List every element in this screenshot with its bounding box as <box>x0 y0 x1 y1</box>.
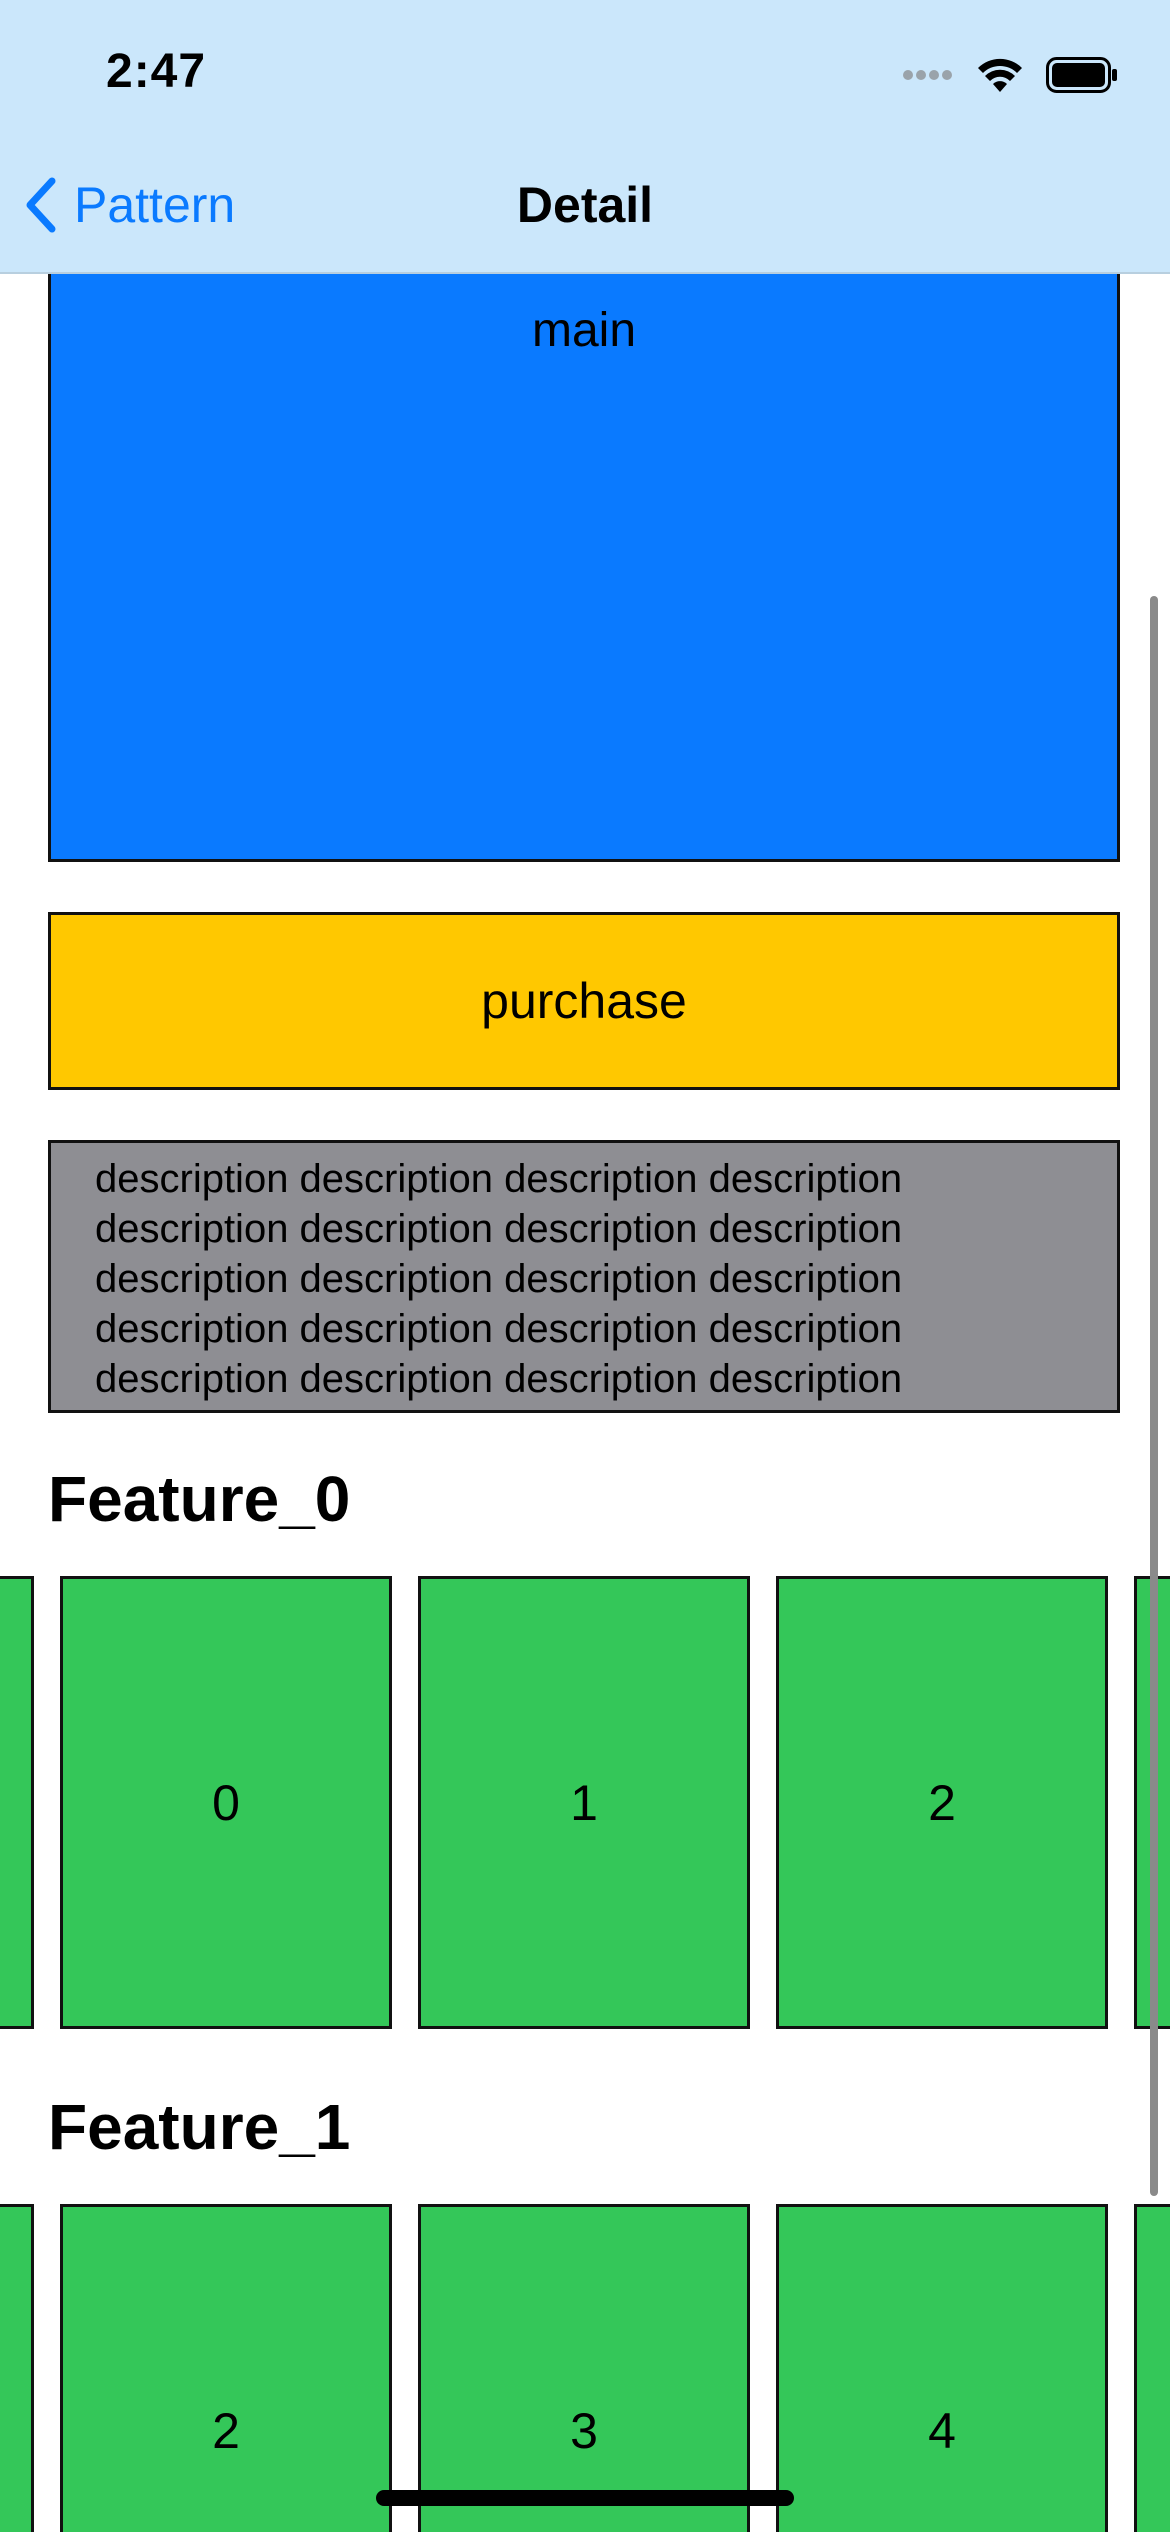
feature-card[interactable]: 0 <box>60 1576 392 2029</box>
feature-card[interactable]: 4 <box>776 2204 1108 2532</box>
home-indicator[interactable] <box>376 2490 794 2506</box>
signal-dots-icon <box>903 70 952 80</box>
feature-card[interactable]: 1 <box>418 1576 750 2029</box>
wifi-icon <box>978 58 1022 92</box>
description-block: description description description desc… <box>48 1140 1120 1413</box>
purchase-button[interactable]: purchase <box>48 912 1120 1090</box>
battery-icon <box>1046 57 1117 93</box>
back-button-label: Pattern <box>74 177 236 233</box>
feature-card[interactable] <box>0 1576 34 2029</box>
feature-card[interactable] <box>0 2204 34 2532</box>
feature-card[interactable] <box>1134 2204 1170 2532</box>
feature-card[interactable]: 3 <box>418 2204 750 2532</box>
main-label: main <box>531 304 637 357</box>
description-line: description description description desc… <box>95 1257 903 1301</box>
description-line: description description description desc… <box>95 1157 903 1201</box>
scroll-indicator[interactable] <box>1150 596 1158 2196</box>
purchase-label: purchase <box>481 973 687 1029</box>
navigation-bar: 2:47 Pattern De <box>0 0 1170 274</box>
back-button[interactable]: Pattern <box>24 170 235 240</box>
feature-1-title: Feature_1 <box>48 2091 351 2163</box>
feature-0-title: Feature_0 <box>48 1463 351 1535</box>
description-line: description description description desc… <box>95 1357 903 1401</box>
description-line: description description description desc… <box>95 1207 903 1251</box>
main-block: main <box>48 230 1120 862</box>
page-title: Detail <box>516 177 654 233</box>
status-icons <box>902 50 1118 100</box>
feature-card[interactable]: 2 <box>776 1576 1108 2029</box>
status-time: 2:47 <box>106 45 207 98</box>
chevron-left-icon <box>26 177 56 233</box>
description-line: description description description desc… <box>95 1307 903 1351</box>
feature-card[interactable]: 2 <box>60 2204 392 2532</box>
